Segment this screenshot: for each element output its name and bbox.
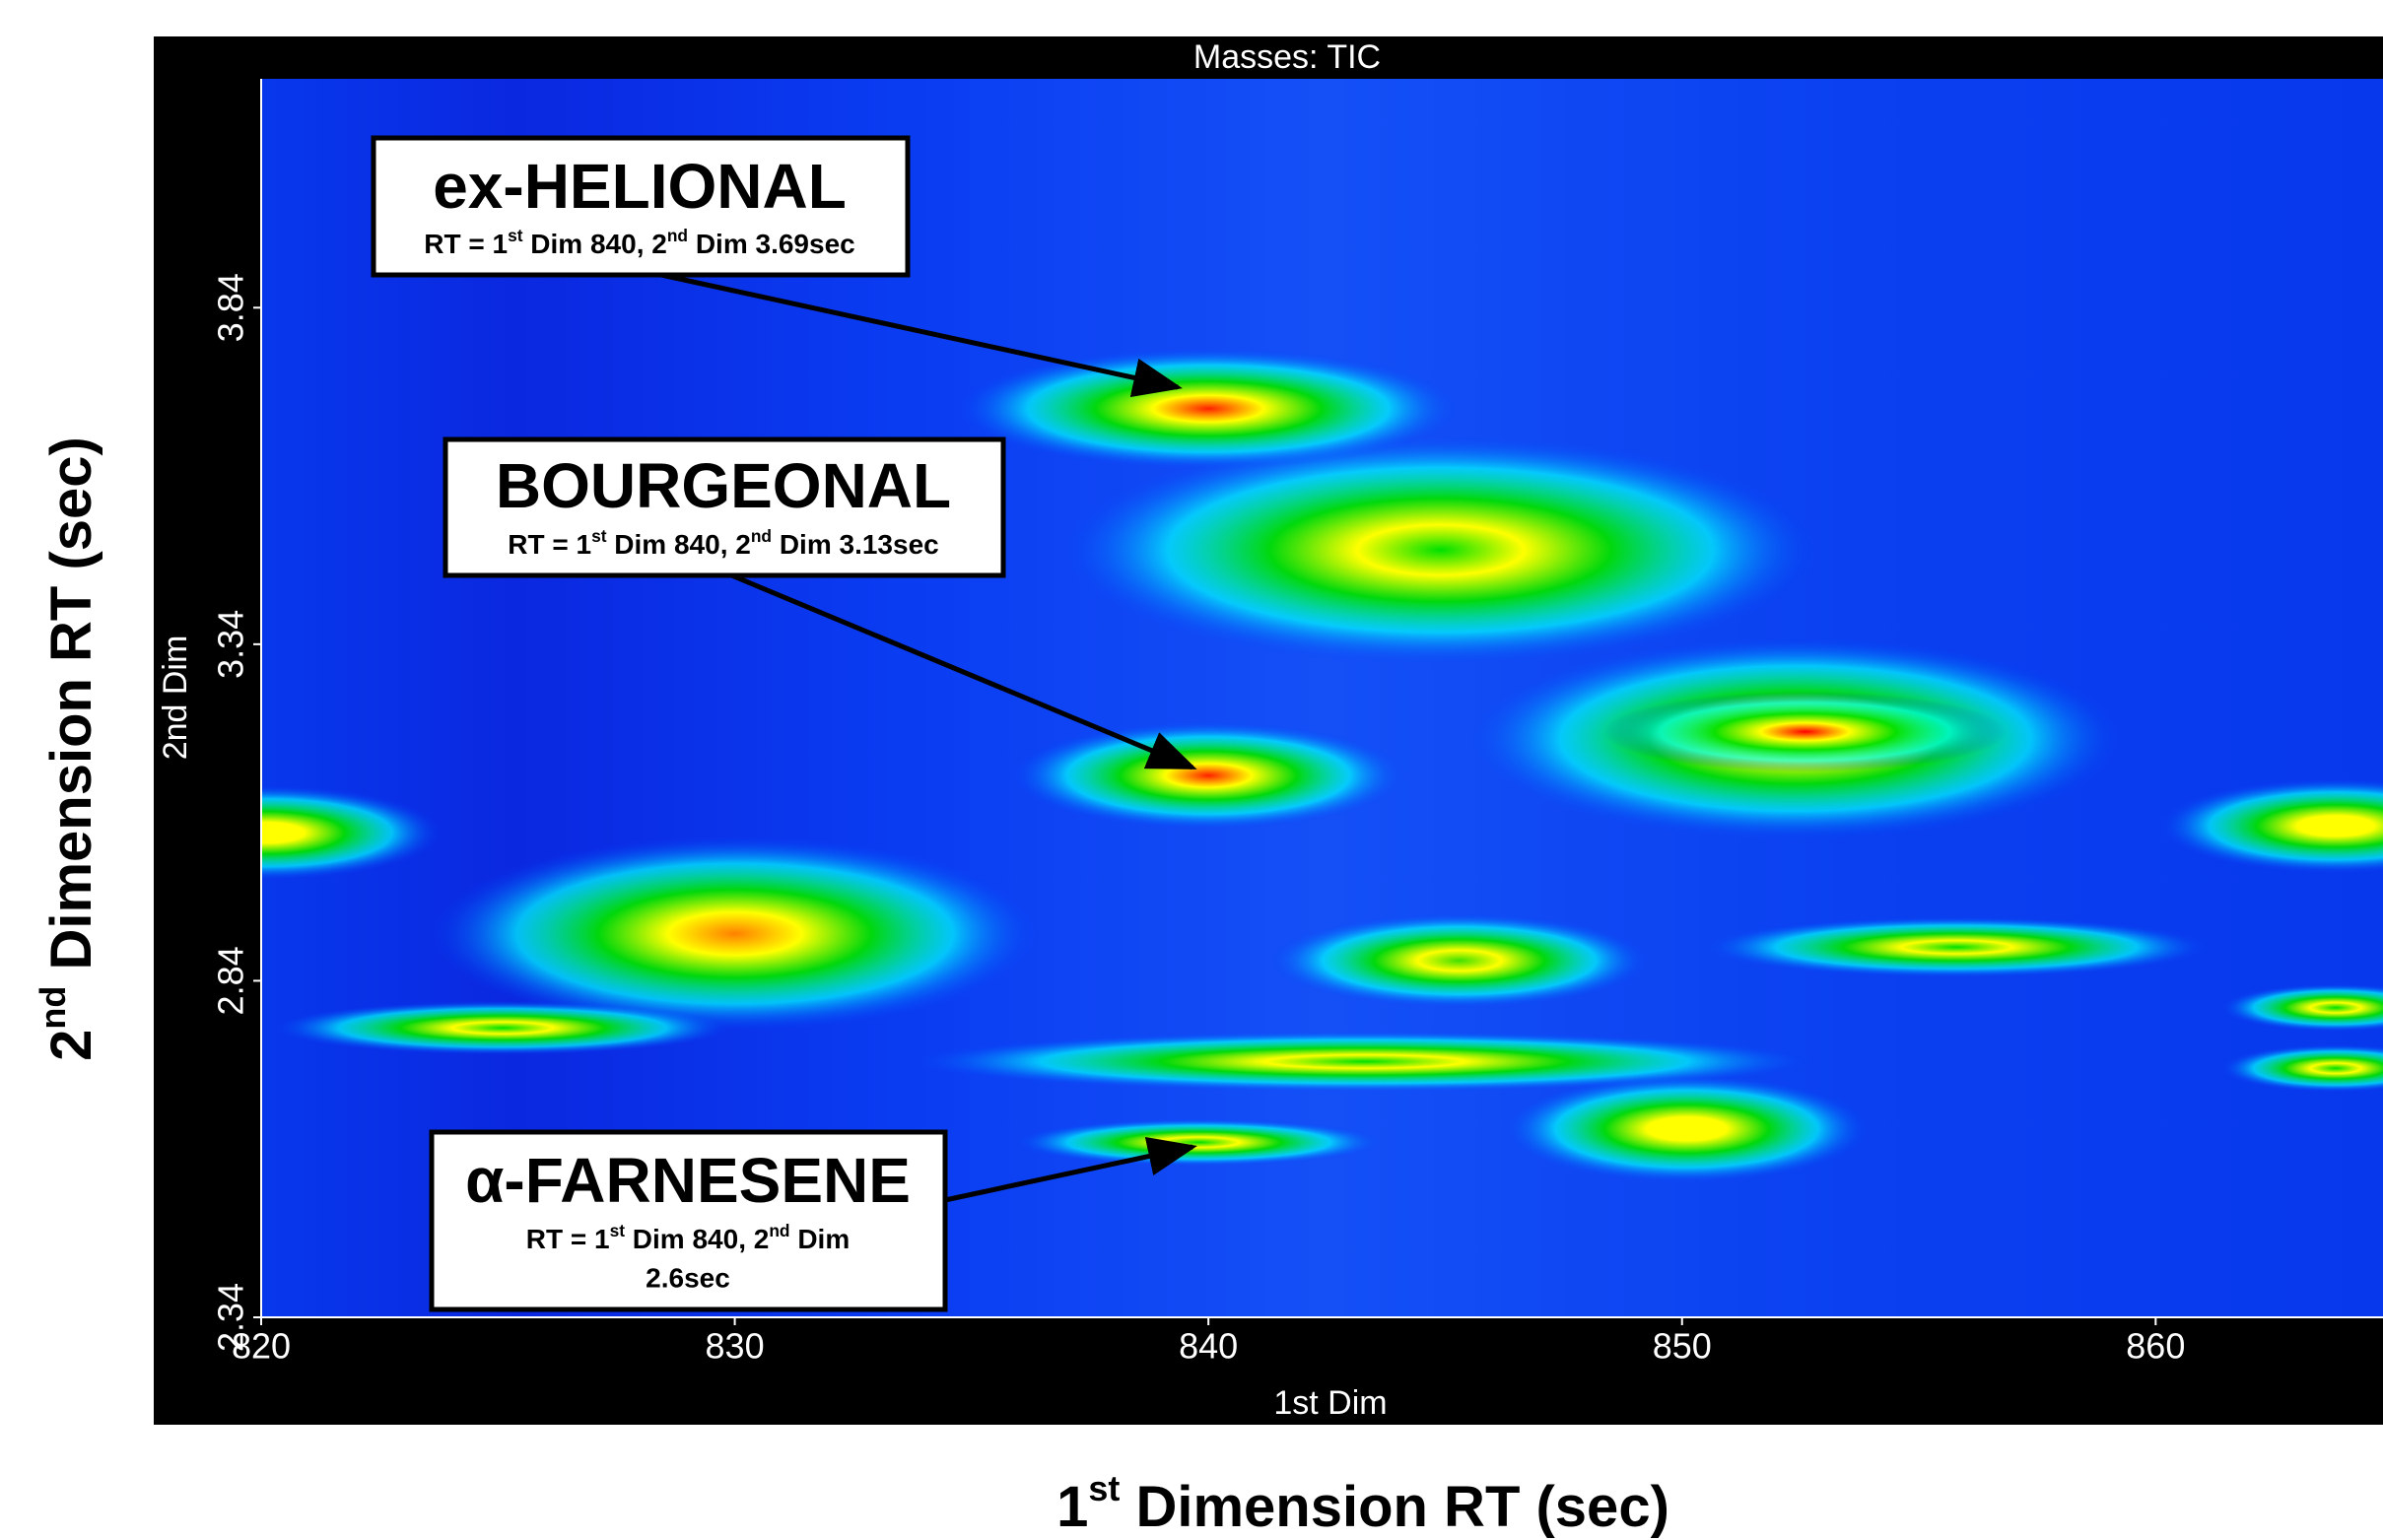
annotation-detail: RT = 1st Dim 840, 2nd Dim 3.13sec: [508, 526, 938, 561]
peak: [1706, 917, 2208, 977]
superscript: nd: [33, 986, 73, 1030]
superscript: st: [508, 226, 523, 245]
superscript: nd: [769, 1221, 789, 1240]
superscript: st: [591, 526, 607, 546]
peak: [1061, 435, 1819, 664]
x-tick-label: 840: [1179, 1326, 1238, 1367]
x-tick-label: 850: [1653, 1326, 1712, 1367]
outer-y-label: 2nd Dimension RT (sec): [33, 436, 103, 1061]
superscript: nd: [751, 526, 772, 546]
y-tick-label: 2.84: [211, 946, 251, 1015]
text-part: Dim 840, 2: [625, 1224, 769, 1254]
text-part: RT = 1: [424, 229, 508, 259]
x-tick-label: 860: [2126, 1326, 2185, 1367]
chart: Masses: TIC 1st Dim 2nd Dim 820830840850…: [0, 0, 2383, 1540]
peak: [275, 1001, 729, 1055]
text-part: 1: [1056, 1475, 1088, 1539]
y-tick-label: 3.34: [211, 610, 251, 679]
peak: [91, 785, 442, 880]
text-part: Dim 3.13sec: [772, 529, 939, 560]
annotation-detail: 2.6sec: [646, 1262, 730, 1293]
peak: [1603, 692, 2006, 772]
text-part: Dim 3.69sec: [688, 229, 855, 259]
y-axis-label: 2nd Dim: [157, 636, 194, 761]
peak: [1012, 721, 1405, 829]
text-part: Dimension RT (sec): [39, 436, 103, 986]
superscript: nd: [667, 226, 688, 245]
annotation-detail: RT = 1st Dim 840, 2nd Dim: [526, 1221, 850, 1255]
superscript: st: [1088, 1468, 1120, 1508]
text-part: Dimension RT (sec): [1120, 1475, 1669, 1539]
text-part: 2: [39, 1030, 103, 1061]
annotation-name: ex-HELIONAL: [433, 151, 847, 222]
text-part: RT = 1: [508, 529, 591, 560]
text-part: RT = 1: [526, 1224, 610, 1254]
peak: [1017, 1118, 1382, 1166]
annotation-name: α-FARNESENE: [465, 1145, 911, 1216]
outer-x-label: 1st Dimension RT (sec): [1056, 1468, 1669, 1539]
text-part: Dim 840, 2: [523, 229, 667, 259]
peak: [1270, 913, 1649, 1008]
superscript: st: [610, 1221, 626, 1240]
x-axis-label: 1st Dim: [1273, 1384, 1387, 1422]
x-tick-label: 830: [706, 1326, 765, 1367]
y-tick-label: 2.34: [211, 1283, 251, 1352]
y-tick-label: 3.84: [211, 273, 251, 342]
chart-title: Masses: TIC: [1193, 38, 1381, 76]
annotation-name: BOURGEONAL: [496, 450, 951, 521]
annotation-detail: RT = 1st Dim 840, 2nd Dim 3.69sec: [424, 226, 854, 260]
text-part: Dim: [790, 1224, 851, 1254]
peak: [957, 348, 1459, 469]
peak: [1505, 1075, 1870, 1182]
text-part: Dim 840, 2: [607, 529, 751, 560]
